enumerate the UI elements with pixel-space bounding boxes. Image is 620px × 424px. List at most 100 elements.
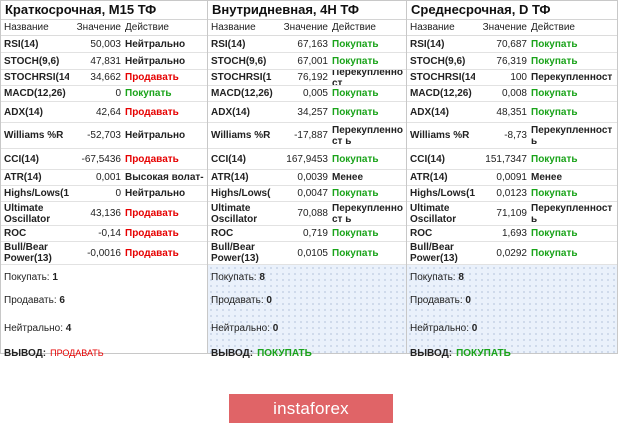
panel-title: Среднесрочная, D ТФ — [407, 1, 617, 20]
summary-neutral-count: 4 — [65, 323, 72, 334]
verdict-value: ПОКУПАТЬ — [456, 348, 511, 359]
header-action: Действие — [531, 22, 575, 33]
summary-box: Покупать: 8 Продавать: 0 Нейтрально: 0 ВЫВО… — [407, 265, 617, 359]
table-row: Williams %R -52,703 Нейтрально — [1, 123, 207, 149]
header-value: Значение — [283, 22, 328, 33]
indicator-name: STOCH(9,6) — [211, 55, 267, 67]
summary-buy-label: Покупать: — [4, 272, 50, 283]
indicator-action: Перекупленност ь — [531, 202, 613, 225]
verdict: ВЫВОД: ПОКУПАТЬ — [410, 348, 511, 359]
panel-title: Краткосрочная, M15 ТФ — [1, 1, 207, 20]
indicator-action: Покупать — [332, 55, 379, 67]
indicator-action: Перекупленност — [332, 70, 403, 85]
indicator-action: Нейтрально — [125, 188, 186, 199]
verdict-value: ПРОДАВАТЬ — [50, 348, 104, 358]
table-row: ROC -0,14 Продавать — [1, 226, 207, 242]
table-row: Bull/Bear Power(13) 0,0292 Покупать — [407, 242, 617, 265]
table-header: Название Значение Действие — [1, 20, 207, 36]
indicator-value: -8,73 — [504, 130, 527, 141]
indicator-value: 0,0091 — [496, 172, 527, 183]
indicator-name: Ultimate Oscillator — [410, 202, 457, 225]
panel-short-term: Краткосрочная, M15 ТФ Название Значение Дей… — [1, 1, 208, 359]
table-row: MACD(12,26) 0 Покупать — [1, 86, 207, 102]
indicator-value: 47,831 — [90, 55, 121, 67]
indicator-action: Покупать — [531, 228, 578, 239]
summary-sell-count: 6 — [59, 295, 65, 306]
summary-buy: Покупать: 8 — [410, 272, 464, 283]
indicator-name: ROC — [4, 228, 27, 239]
logo-text: instaforex — [273, 398, 349, 418]
indicator-value: 71,109 — [496, 208, 527, 219]
indicator-action: Нейтрально — [125, 38, 186, 50]
table-row: Ultimate Oscillator 71,109 Перекупленност … — [407, 202, 617, 226]
indicator-name: STOCHRSI(14) — [4, 72, 69, 83]
indicator-value: 0 — [115, 88, 121, 99]
indicator-value: -52,703 — [87, 130, 121, 141]
instaforex-logo[interactable]: instaforex — [229, 394, 393, 423]
indicator-action: Покупать — [332, 88, 379, 99]
indicator-action: Покупать — [332, 38, 379, 50]
indicator-action: Покупать — [332, 106, 379, 118]
summary-buy: Покупать: 1 — [4, 272, 58, 283]
indicator-action: Перекупленност ь — [531, 124, 613, 147]
indicator-name: ROC — [211, 228, 234, 239]
table-row: Ultimate Oscillator 43,136 Продавать — [1, 202, 207, 226]
indicator-name: MACD(12,26) — [211, 88, 273, 99]
table-row: Bull/Bear Power(13) -0,0016 Продавать — [1, 242, 207, 265]
summary-buy-count: 1 — [52, 272, 58, 283]
indicator-name: Ultimate Oscillator — [211, 202, 258, 225]
indicator-value: 67,001 — [297, 55, 328, 67]
indicator-action: Покупать — [531, 188, 578, 199]
indicator-name: RSI(14) — [211, 38, 246, 50]
indicator-name: ATR(14) — [410, 172, 448, 183]
verdict-label: ВЫВОД: — [410, 348, 453, 359]
indicator-name: Bull/Bear Power(13) — [410, 242, 458, 264]
indicator-name: MACD(12,26) — [4, 88, 66, 99]
summary-neutral-count: 0 — [471, 323, 478, 334]
indicator-value: 50,003 — [90, 38, 121, 50]
table-row: MACD(12,26) 0,005 Покупать — [208, 86, 406, 102]
summary-buy-count: 8 — [458, 272, 464, 283]
indicator-value: 34,257 — [297, 106, 328, 118]
summary-neutral-label: Нейтрально: — [4, 323, 63, 334]
indicator-name: Williams %R — [410, 130, 470, 141]
indicator-name: Bull/Bear Power(13) — [4, 242, 52, 264]
indicator-value: 34,662 — [90, 72, 121, 83]
summary-sell: Продавать: 0 — [211, 295, 272, 306]
table-row: Highs/Lows(0,0047 Покупать — [208, 186, 406, 202]
table-row: STOCHRSI(14) 100 Перекупленност — [407, 70, 617, 86]
table-row: MACD(12,26) 0,008 Покупать — [407, 86, 617, 102]
verdict-label: ВЫВОД: — [4, 348, 47, 359]
indicator-value: 70,687 — [496, 38, 527, 50]
indicator-action: Покупать — [332, 153, 379, 165]
indicator-name: CCI(14) — [410, 153, 446, 165]
indicator-action: Менее — [531, 172, 563, 183]
indicator-action: Покупать — [531, 153, 578, 165]
summary-neutral: Нейтрально: 0 — [211, 323, 278, 334]
table-row: Williams %R -17,887 Перекупленност ь — [208, 123, 406, 149]
summary-sell-count: 0 — [465, 295, 471, 306]
indicator-action: Высокая волат- — [125, 172, 204, 183]
table-row: ADX(14) 48,351 Покупать — [407, 102, 617, 123]
indicator-name: STOCHRSI(14) — [410, 72, 475, 83]
summary-sell-label: Продавать: — [410, 295, 463, 306]
table-row: Highs/Lows(14 0 Нейтрально — [1, 186, 207, 202]
indicator-value: 0,008 — [501, 88, 527, 99]
summary-sell-count: 0 — [266, 295, 272, 306]
indicator-value: 0,0105 — [297, 247, 328, 259]
indicator-name: CCI(14) — [4, 153, 40, 165]
indicator-action: Нейтрально — [125, 130, 186, 141]
indicator-value: 0,001 — [95, 172, 121, 183]
table-row: Williams %R -8,73 Перекупленност ь — [407, 123, 617, 149]
indicator-name: RSI(14) — [410, 38, 445, 50]
indicator-action: Перекупленност ь — [332, 202, 403, 225]
indicator-value: 70,088 — [297, 208, 328, 219]
summary-sell-label: Продавать: — [211, 295, 264, 306]
indicator-value: 76,192 — [297, 72, 328, 83]
table-row: RSI(14) 70,687 Покупать — [407, 36, 617, 53]
indicator-action: Продавать — [125, 247, 179, 259]
indicator-name: Highs/Lows( — [211, 188, 271, 199]
summary-neutral-count: 0 — [272, 323, 279, 334]
indicator-action: Перекупленност ь — [332, 124, 403, 147]
indicator-value: 76,319 — [496, 55, 527, 67]
